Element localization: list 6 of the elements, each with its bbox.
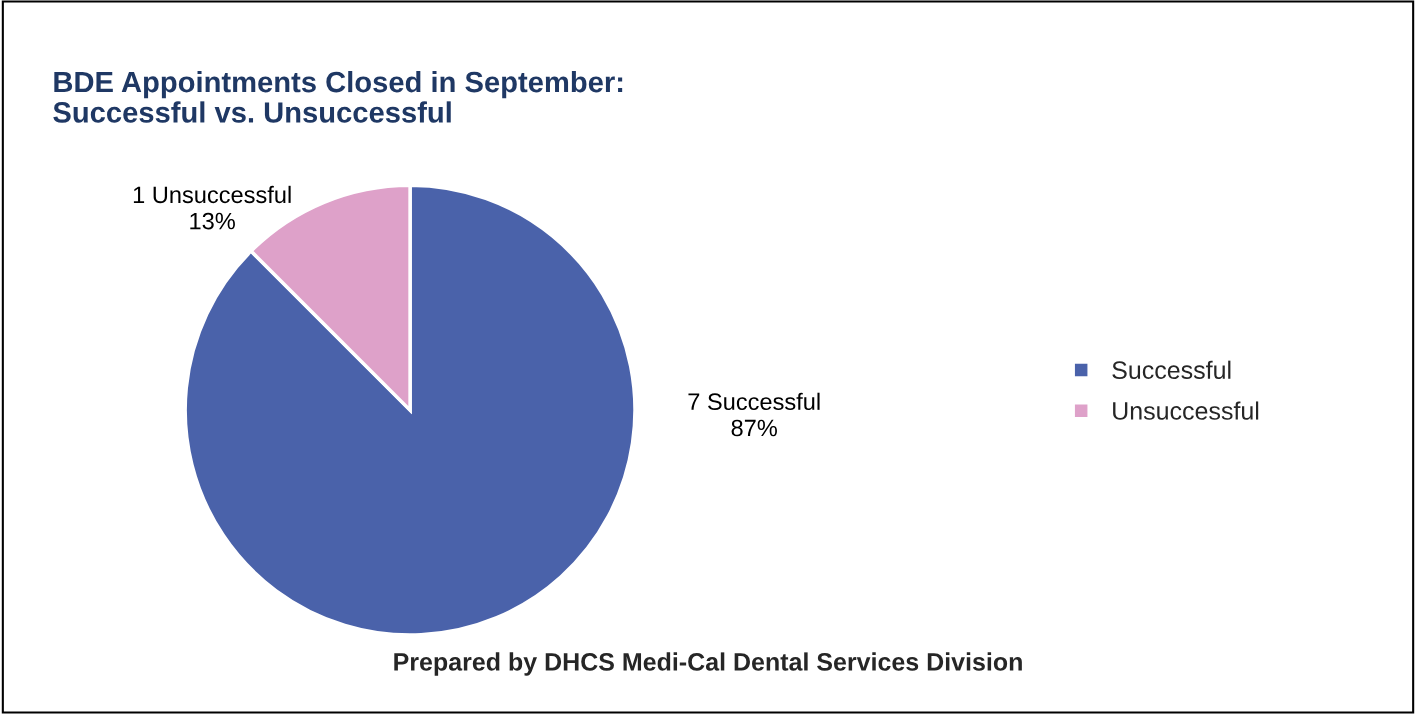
legend-label: Successful <box>1112 360 1231 380</box>
legend-label: Unsuccessful <box>1113 401 1259 420</box>
data-label: 7 Successful 87% <box>688 392 820 437</box>
text: Prepared by DHCS Medi-Cal Dental Services Division <box>394 652 1022 676</box>
data-label: 1 Unsuccessful 13% <box>133 185 291 230</box>
chart-title: BDE Appointments Closed in September: Successful vs. Unsuccessful <box>53 70 623 123</box>
